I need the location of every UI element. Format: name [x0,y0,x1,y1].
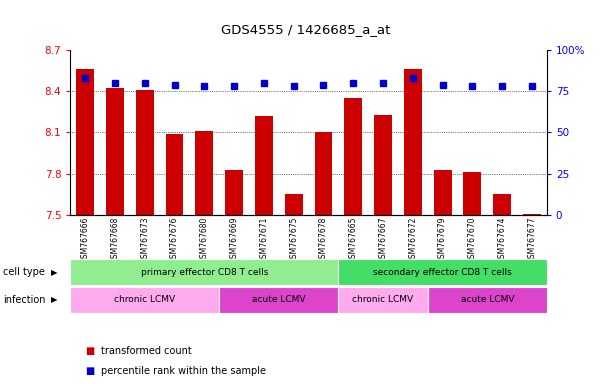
Text: percentile rank within the sample: percentile rank within the sample [101,366,266,376]
Bar [219,287,338,313]
Bar [255,116,273,215]
Text: infection: infection [3,295,46,305]
Bar [338,287,428,313]
Text: chronic LCMV: chronic LCMV [114,295,175,304]
Bar [76,69,94,215]
Text: cell type: cell type [3,267,45,277]
Bar [70,287,219,313]
Bar [404,69,422,215]
Bar [463,172,481,215]
Bar [345,98,362,215]
Bar [136,90,154,215]
Bar [338,259,547,285]
Text: acute LCMV: acute LCMV [252,295,306,304]
Text: acute LCMV: acute LCMV [461,295,514,304]
Bar [196,131,213,215]
Bar [523,214,541,215]
Bar [434,170,452,215]
Bar [166,134,183,215]
Bar [493,194,511,215]
Text: secondary effector CD8 T cells: secondary effector CD8 T cells [373,268,512,276]
Text: chronic LCMV: chronic LCMV [353,295,414,304]
Text: transformed count: transformed count [101,346,192,356]
Text: ▶: ▶ [51,268,57,276]
Bar [285,194,302,215]
Text: primary effector CD8 T cells: primary effector CD8 T cells [141,268,268,276]
Bar [374,114,392,215]
Bar [428,287,547,313]
Text: GDS4555 / 1426685_a_at: GDS4555 / 1426685_a_at [221,23,390,36]
Bar [70,259,338,285]
Bar [106,88,124,215]
Bar [315,132,332,215]
Text: ■: ■ [86,366,95,376]
Text: ■: ■ [86,346,95,356]
Text: ▶: ▶ [51,295,57,304]
Bar [225,170,243,215]
